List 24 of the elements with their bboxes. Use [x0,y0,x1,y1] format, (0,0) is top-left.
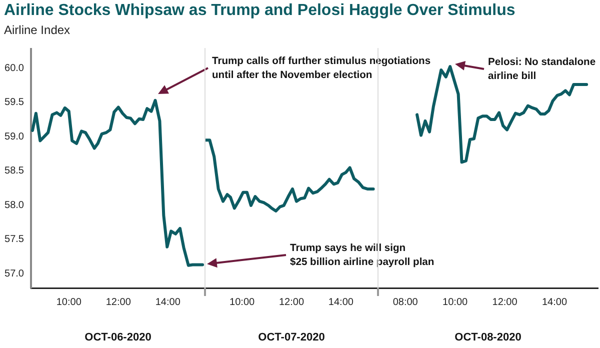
x-tick-label: 08:00 [392,296,418,308]
y-tick-label: 57.0 [4,268,24,280]
x-tick-label: 12:00 [278,296,304,308]
x-tick-label: 14:00 [155,296,181,308]
x-tick-label: 10:00 [230,296,256,308]
y-tick-label: 60.0 [4,62,24,74]
x-tick-label: 12:00 [106,296,132,308]
y-tick-label: 59.0 [4,131,24,142]
y-tick-label: 58.5 [4,166,24,177]
x-axis-title: OCT-06-2020 [84,331,152,344]
annotation: Trump calls off further stimulus negotiations until after the November election [212,56,431,81]
text: Airline Stocks Whipsaw as Trump and Pelosi Haggle Over Stimulus [4,2,516,20]
y-tick-label: 58.0 [4,200,24,211]
y-tick-label: 59.5 [4,97,24,108]
x-tick-label: 12:00 [492,296,518,308]
y-tick-label: 57.5 [4,234,24,246]
x-axis-title: OCT-07-2020 [258,331,325,344]
chart-subtitle: Airline Index [4,23,72,37]
x-tick-label: 14:00 [328,296,354,308]
annotation: Pelosi: No standalone airline bill [488,56,596,82]
x-tick-label: 14:00 [542,296,568,308]
x-axis-title: OCT-08-2020 [454,331,522,344]
x-tick-label: 10:00 [442,296,468,308]
x-tick-label: 10:00 [56,296,82,308]
